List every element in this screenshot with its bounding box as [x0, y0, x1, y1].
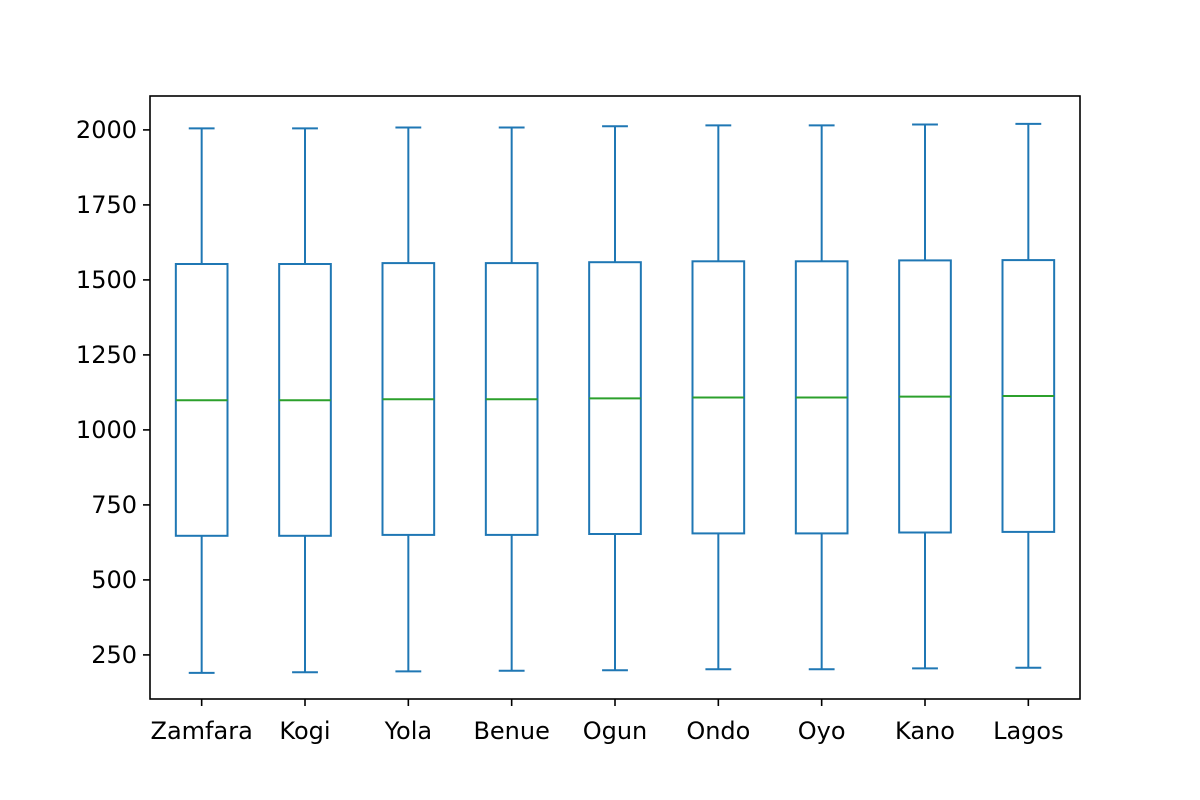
- box-ogun: [588, 125, 642, 672]
- boxes-layer: [174, 122, 1056, 674]
- y-tick-label: 1750: [76, 191, 137, 219]
- box-kogi: [278, 127, 332, 674]
- box-yola: [381, 126, 436, 673]
- y-tick-label: 750: [91, 491, 137, 519]
- y-tick-label: 500: [91, 566, 137, 594]
- x-tick-label: Ogun: [583, 717, 648, 745]
- x-tick-label: Kogi: [279, 717, 330, 745]
- x-tick-label: Kano: [895, 717, 955, 745]
- box-kano: [898, 123, 952, 670]
- x-tick-label: Yola: [384, 717, 433, 745]
- x-tick-label: Zamfara: [151, 717, 253, 745]
- box-lagos: [1001, 122, 1056, 669]
- box-zamfara: [174, 127, 229, 674]
- axes-layer: 250 500 750 1000 1250 1500 1750 2000 Zamfara Kogi…: [76, 95, 1081, 745]
- box-benue: [484, 126, 539, 672]
- y-tick-label: 1500: [76, 266, 137, 294]
- y-tick-label: 250: [91, 641, 137, 669]
- y-tick-label: 1250: [76, 341, 137, 369]
- x-tick-label: Oyo: [798, 717, 846, 745]
- y-tick-label: 2000: [76, 116, 137, 144]
- y-tick-label: 1000: [76, 416, 137, 444]
- x-tick-label: Benue: [473, 717, 549, 745]
- x-tick-label: Lagos: [993, 717, 1064, 745]
- x-tick-label: Ondo: [686, 717, 750, 745]
- box-oyo: [794, 124, 849, 671]
- box-ondo: [691, 124, 746, 671]
